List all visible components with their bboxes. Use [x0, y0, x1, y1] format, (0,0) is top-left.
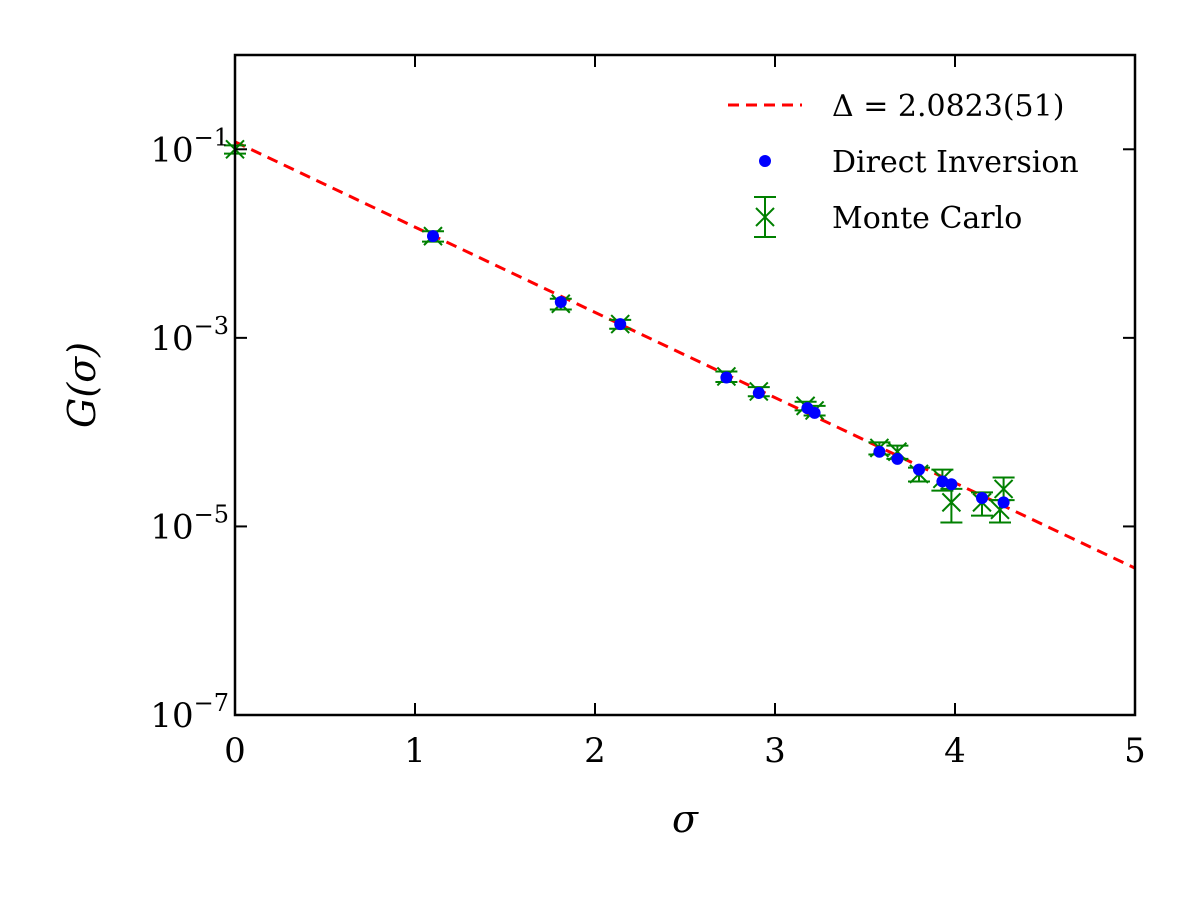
direct-inversion-series	[427, 230, 1010, 509]
legend-swatch-dot	[759, 155, 771, 167]
x-marker-stroke	[941, 492, 962, 513]
y-tick-label: 10−5	[150, 500, 229, 547]
direct-inversion-point	[936, 475, 949, 488]
direct-inversion-point	[752, 387, 765, 400]
x-tick-labels: 0 1 2 3 4 5	[224, 731, 1146, 771]
x-axis-label: σ	[672, 797, 699, 841]
legend: Δ = 2.0823(51) Direct Inversion Monte Carl…	[728, 89, 1079, 238]
y-tick-labels: 10−7 10−5 10−3 10−1	[150, 123, 229, 736]
direct-inversion-point	[891, 452, 904, 465]
legend-label: Δ = 2.0823(51)	[832, 89, 1064, 124]
direct-inversion-point	[945, 478, 958, 491]
x-marker-stroke	[887, 442, 908, 462]
axis-ticks	[234, 55, 1136, 716]
direct-inversion-point	[720, 371, 733, 384]
x-tick-label: 5	[1124, 731, 1146, 771]
plot-frame	[233, 53, 1137, 717]
legend-swatch-x	[755, 207, 775, 227]
x-tick-label: 2	[584, 731, 606, 771]
x-tick-label: 3	[764, 731, 786, 771]
x-marker-stroke	[993, 479, 1014, 499]
y-tick-label: 10−1	[150, 123, 229, 170]
direct-inversion-point	[997, 496, 1010, 509]
legend-item: Δ = 2.0823(51)	[728, 89, 1064, 124]
direct-inversion-point	[913, 463, 925, 476]
x-tick-label: 4	[944, 731, 966, 771]
direct-inversion-point	[614, 318, 627, 331]
y-tick-label: 10−3	[150, 312, 229, 359]
legend-label: Monte Carlo	[832, 201, 1022, 236]
x-tick-label: 1	[404, 731, 426, 771]
direct-inversion-point	[554, 296, 567, 309]
direct-inversion-point	[976, 492, 988, 505]
monte-carlo-series	[224, 139, 1015, 524]
legend-label: Direct Inversion	[832, 145, 1079, 180]
y-tick-label: 10−7	[150, 689, 229, 736]
direct-inversion-point	[427, 230, 439, 243]
x-tick-label: 0	[224, 731, 246, 771]
y-axis-label: G(σ)	[60, 342, 104, 428]
legend-item: Direct Inversion	[759, 145, 1079, 180]
direct-inversion-point	[808, 406, 821, 419]
monte-carlo-point	[940, 487, 963, 524]
direct-inversion-point	[873, 445, 886, 458]
legend-item: Monte Carlo	[754, 196, 1022, 238]
